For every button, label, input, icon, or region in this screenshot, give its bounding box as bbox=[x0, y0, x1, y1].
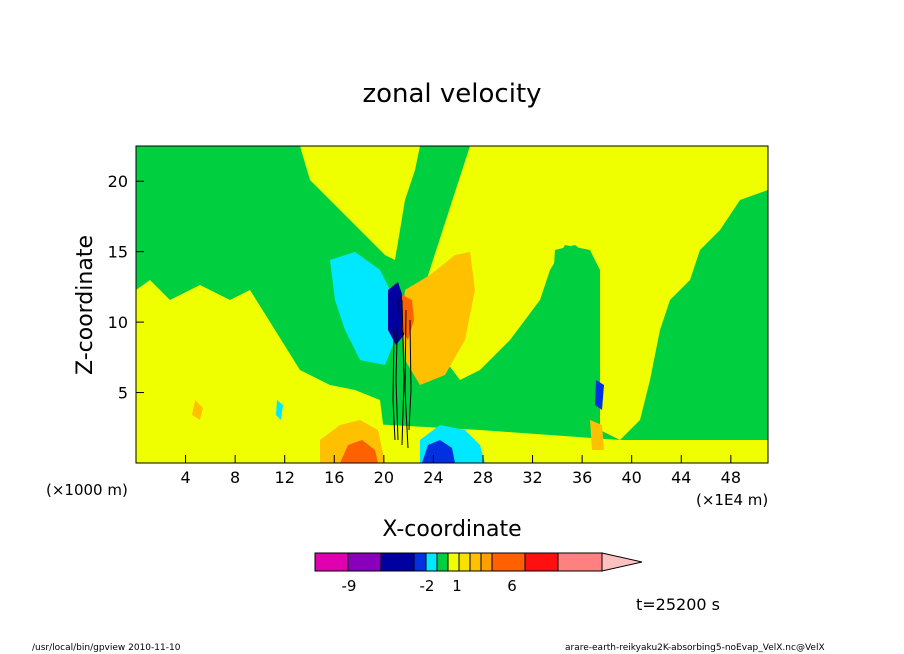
footer-left: /usr/local/bin/gpview 2010-11-10 bbox=[32, 643, 181, 653]
orange-core-upper bbox=[402, 295, 414, 340]
colorbar-label: 1 bbox=[452, 577, 462, 595]
x-tick-label: 4 bbox=[180, 468, 190, 487]
x-axis-label: X-coordinate bbox=[382, 517, 521, 542]
x-tick-label: 44 bbox=[671, 468, 691, 487]
orange-spot-4 bbox=[192, 400, 203, 420]
redorange-surface-core bbox=[340, 440, 378, 463]
colorbar-swatch bbox=[425, 552, 438, 572]
colorbar-swatch bbox=[447, 552, 460, 572]
yellow-region-right bbox=[420, 146, 768, 440]
x-unit-left: (×1000 m) bbox=[46, 481, 128, 499]
colorbar-swatch bbox=[557, 552, 603, 572]
time-label: t=25200 s bbox=[636, 595, 720, 614]
x-tick-label: 24 bbox=[423, 468, 443, 487]
blue-spot-37 bbox=[595, 380, 604, 410]
footer-right: arare-earth-reikyaku2K-absorbing5-noEvap… bbox=[565, 643, 825, 653]
x-tick-label: 36 bbox=[572, 468, 592, 487]
green-streaks-right bbox=[700, 200, 768, 420]
x-tick-label: 8 bbox=[230, 468, 240, 487]
x-tick-label: 12 bbox=[275, 468, 295, 487]
plot-frame bbox=[135, 145, 769, 464]
streak-cluster bbox=[392, 299, 412, 449]
colorbar-swatch bbox=[436, 552, 449, 572]
blue-surface-core bbox=[422, 440, 455, 463]
x-tick-label: 16 bbox=[324, 468, 344, 487]
colorbar-swatch bbox=[524, 552, 559, 572]
y-axis: 5 10 15 20 bbox=[108, 172, 144, 403]
x-tick-label: 32 bbox=[522, 468, 542, 487]
colorbar-label: -9 bbox=[342, 577, 357, 595]
x-unit-right: (×1E4 m) bbox=[696, 491, 768, 509]
colorbar-swatch bbox=[413, 552, 427, 572]
navy-core bbox=[388, 282, 404, 345]
green-plume-36 bbox=[545, 245, 600, 430]
colorbar-swatch bbox=[469, 552, 482, 572]
y-tick-label: 10 bbox=[108, 313, 128, 332]
orange-lobe-right bbox=[402, 252, 475, 385]
colorbar-labels: -9 -2 1 6 bbox=[342, 577, 517, 595]
y-tick-label: 5 bbox=[118, 384, 128, 403]
chart-title: zonal velocity bbox=[362, 79, 541, 109]
colorbar-swatch bbox=[347, 552, 382, 572]
x-tick-label: 48 bbox=[721, 468, 741, 487]
yellow-plume-upper bbox=[300, 146, 420, 260]
x-tick-label: 40 bbox=[622, 468, 642, 487]
colorbar-swatch bbox=[491, 552, 526, 572]
colorbar-swatch bbox=[380, 552, 415, 572]
colorbar-label: -2 bbox=[420, 577, 435, 595]
y-axis-label: Z-coordinate bbox=[73, 235, 98, 375]
plot-field bbox=[136, 146, 768, 463]
y-tick-label: 20 bbox=[108, 172, 128, 191]
colorbar bbox=[314, 552, 643, 572]
colorbar-swatch bbox=[480, 552, 493, 572]
cyan-lobe-left bbox=[330, 252, 395, 365]
x-tick-label: 28 bbox=[473, 468, 493, 487]
orange-spot-37 bbox=[590, 420, 604, 450]
colorbar-swatch bbox=[314, 552, 349, 572]
colorbar-swatch bbox=[458, 552, 471, 572]
x-axis: 4 8 12 16 20 24 28 32 36 40 44 48 bbox=[180, 455, 741, 487]
cyan-spot-12 bbox=[276, 400, 283, 420]
colorbar-arrow bbox=[601, 552, 643, 572]
y-tick-label: 15 bbox=[108, 243, 128, 262]
x-tick-label: 20 bbox=[374, 468, 394, 487]
colorbar-label: 6 bbox=[507, 577, 517, 595]
